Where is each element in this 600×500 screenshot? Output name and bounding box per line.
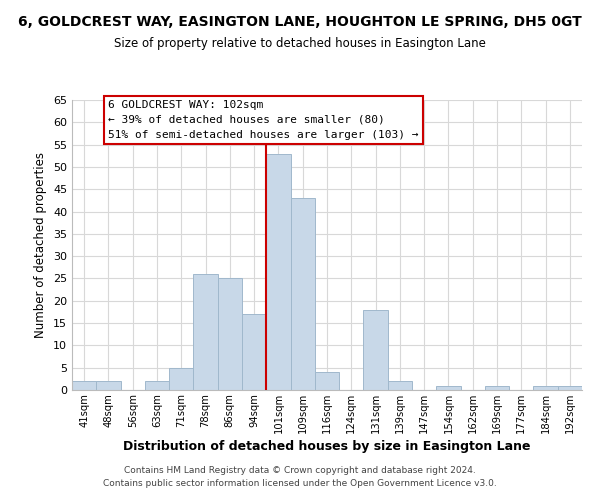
Bar (169, 368, 193, 390)
Bar (364, 310, 388, 390)
Bar (218, 278, 242, 390)
Bar (145, 381, 169, 390)
Text: 6 GOLDCREST WAY: 102sqm
← 39% of detached houses are smaller (80)
51% of semi-de: 6 GOLDCREST WAY: 102sqm ← 39% of detache… (109, 100, 419, 140)
Bar (558, 386, 582, 390)
Bar (266, 154, 290, 390)
Bar (242, 314, 266, 390)
Text: Contains HM Land Registry data © Crown copyright and database right 2024.
Contai: Contains HM Land Registry data © Crown c… (103, 466, 497, 487)
Y-axis label: Number of detached properties: Number of detached properties (34, 152, 47, 338)
X-axis label: Distribution of detached houses by size in Easington Lane: Distribution of detached houses by size … (123, 440, 531, 453)
Text: Size of property relative to detached houses in Easington Lane: Size of property relative to detached ho… (114, 38, 486, 51)
Bar (193, 274, 218, 390)
Bar (96, 381, 121, 390)
Bar (533, 386, 558, 390)
Bar (315, 372, 339, 390)
Bar (72, 381, 96, 390)
Bar (388, 381, 412, 390)
Text: 6, GOLDCREST WAY, EASINGTON LANE, HOUGHTON LE SPRING, DH5 0GT: 6, GOLDCREST WAY, EASINGTON LANE, HOUGHT… (18, 15, 582, 29)
Bar (290, 198, 315, 390)
Bar (485, 386, 509, 390)
Bar (436, 386, 461, 390)
